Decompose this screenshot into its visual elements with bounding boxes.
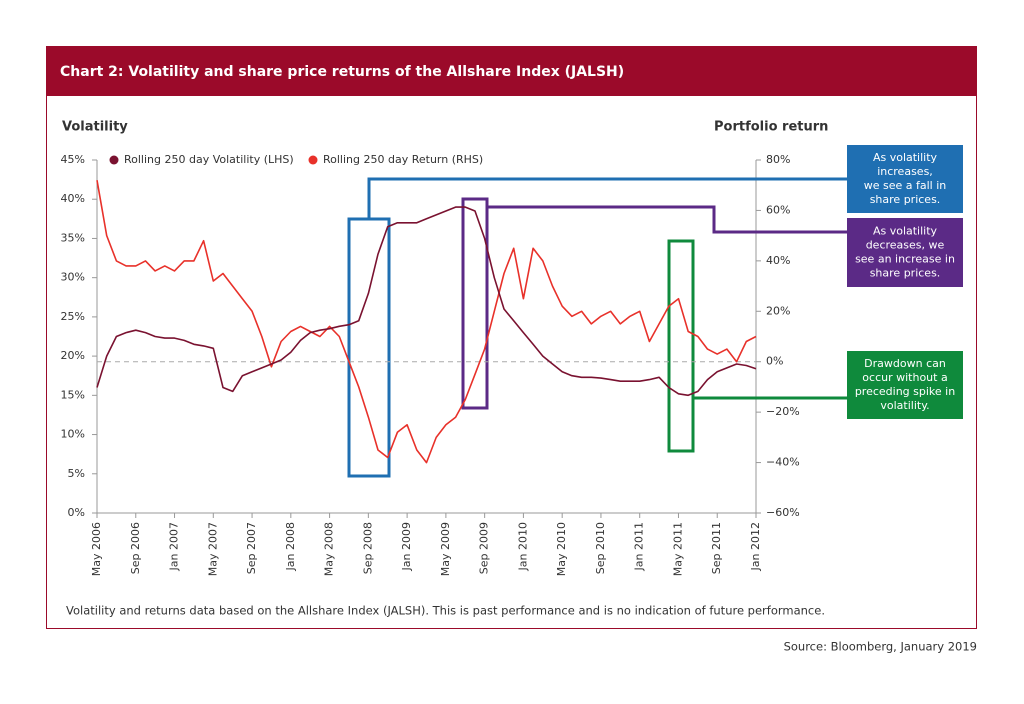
y2-tick-label: 80% <box>766 153 790 166</box>
annotation-text: share prices. <box>870 267 941 280</box>
x-tick-label: Sep 2007 <box>245 522 258 574</box>
x-tick-label: May 2010 <box>555 522 568 576</box>
x-tick-label: Sep 2009 <box>478 522 491 574</box>
y-tick-label: 10% <box>61 428 85 441</box>
annotation-box <box>847 145 963 213</box>
connector <box>367 177 847 219</box>
annotation-text: As volatility <box>873 225 938 238</box>
highlight-box <box>461 197 489 410</box>
annotation-box <box>847 218 963 287</box>
x-tick-label: May 2011 <box>671 522 684 576</box>
data-line <box>96 180 757 464</box>
y-tick-label: 45% <box>61 153 85 166</box>
x-tick-label: Sep 2011 <box>710 522 723 574</box>
x-tick-label: Jan 2007 <box>168 522 181 571</box>
highlight-box <box>667 239 695 453</box>
x-tick-label: Jan 2012 <box>749 522 762 571</box>
x-tick-label: Jan 2009 <box>400 522 413 571</box>
y2-tick-label: 60% <box>766 203 790 216</box>
y-tick-label: 35% <box>61 231 85 244</box>
y-axis-label: Volatility <box>62 120 128 135</box>
connector <box>487 205 847 234</box>
frame <box>46 46 977 629</box>
legend-marker <box>109 155 119 165</box>
y-tick-label: 30% <box>61 271 85 284</box>
source: Source: Bloomberg, January 2019 <box>784 640 977 654</box>
highlight-box <box>347 217 391 478</box>
x-tick-label: May 2007 <box>206 522 219 576</box>
y2-tick-label: −40% <box>766 456 800 469</box>
annotation-text: volatility. <box>880 399 929 412</box>
y-tick-label: 25% <box>61 310 85 323</box>
y-tick-label: 15% <box>61 388 85 401</box>
x-tick-label: Sep 2006 <box>129 522 142 574</box>
legend-marker <box>308 155 318 165</box>
x-tick-label: Jan 2011 <box>633 522 646 571</box>
annotation-text: occur without a <box>862 371 947 384</box>
annotation-text: decreases, we <box>866 239 945 252</box>
x-tick-label: Jan 2010 <box>516 522 529 571</box>
y2-tick-label: −60% <box>766 506 800 519</box>
y2-axis-label: Portfolio return <box>714 120 828 135</box>
y-tick-label: 20% <box>61 349 85 362</box>
annotation-box <box>847 351 963 419</box>
annotation-text: increases, <box>877 165 933 178</box>
x-tick-label: Sep 2010 <box>594 522 607 574</box>
x-tick-label: May 2008 <box>323 522 336 576</box>
annotation-text: see an increase in <box>855 253 955 266</box>
footnote: Volatility and returns data based on the… <box>66 604 825 618</box>
x-tick-label: May 2009 <box>439 522 452 576</box>
x-tick-label: May 2006 <box>90 522 103 576</box>
chart-title: Chart 2: Volatility and share price retu… <box>60 64 624 80</box>
annotation-text: share prices. <box>870 193 941 206</box>
x-tick-label: Sep 2008 <box>361 522 374 574</box>
annotation-text: we see a fall in <box>864 179 947 192</box>
y-tick-label: 0% <box>68 506 85 519</box>
y-tick-label: 5% <box>68 467 85 480</box>
y2-tick-label: 0% <box>766 355 783 368</box>
legend-label: Rolling 250 day Return (RHS) <box>323 153 483 166</box>
annotation-text: Drawdown can <box>864 357 946 370</box>
y2-tick-label: 40% <box>766 254 790 267</box>
y2-tick-label: 20% <box>766 304 790 317</box>
y-tick-label: 40% <box>61 192 85 205</box>
annotation-text: As volatility <box>873 151 938 164</box>
x-tick-label: Jan 2008 <box>284 522 297 571</box>
legend-label: Rolling 250 day Volatility (LHS) <box>124 153 294 166</box>
header <box>46 46 977 96</box>
y2-tick-label: −20% <box>766 405 800 418</box>
annotation-text: preceding spike in <box>855 385 955 398</box>
data-line <box>96 206 757 397</box>
